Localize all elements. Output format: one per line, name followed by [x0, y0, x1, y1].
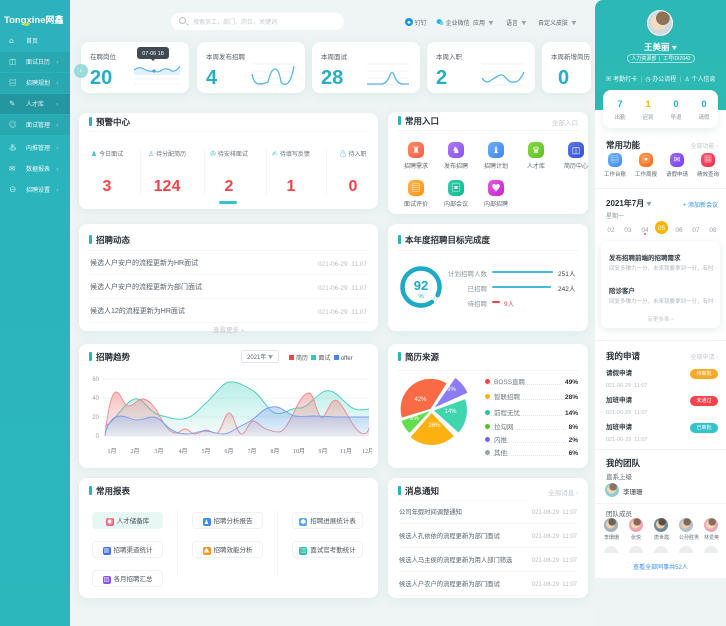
- svg-text:1月: 1月: [107, 446, 116, 455]
- svg-text:9%: 9%: [447, 387, 456, 393]
- svg-text:60: 60: [92, 377, 99, 383]
- svg-text:26%: 26%: [428, 423, 441, 429]
- svg-text:42%: 42%: [414, 397, 427, 403]
- svg-text:3月: 3月: [154, 446, 163, 455]
- svg-text:5月: 5月: [201, 446, 210, 455]
- svg-text:7月: 7月: [247, 446, 256, 455]
- svg-text:40: 40: [92, 396, 99, 402]
- svg-text:%: %: [418, 294, 424, 300]
- svg-text:8%: 8%: [410, 416, 419, 422]
- svg-text:4月: 4月: [178, 446, 187, 455]
- svg-text:12月: 12月: [362, 446, 372, 455]
- svg-text:0: 0: [96, 434, 100, 440]
- svg-text:2月: 2月: [130, 446, 139, 455]
- svg-text:8月: 8月: [270, 446, 279, 455]
- svg-text:9月: 9月: [318, 446, 327, 455]
- svg-text:14%: 14%: [444, 409, 457, 415]
- svg-text:10月: 10月: [293, 446, 305, 455]
- svg-text:92: 92: [414, 278, 428, 293]
- svg-text:6月: 6月: [224, 446, 233, 455]
- svg-text:11月: 11月: [340, 446, 352, 455]
- svg-text:20: 20: [92, 415, 99, 421]
